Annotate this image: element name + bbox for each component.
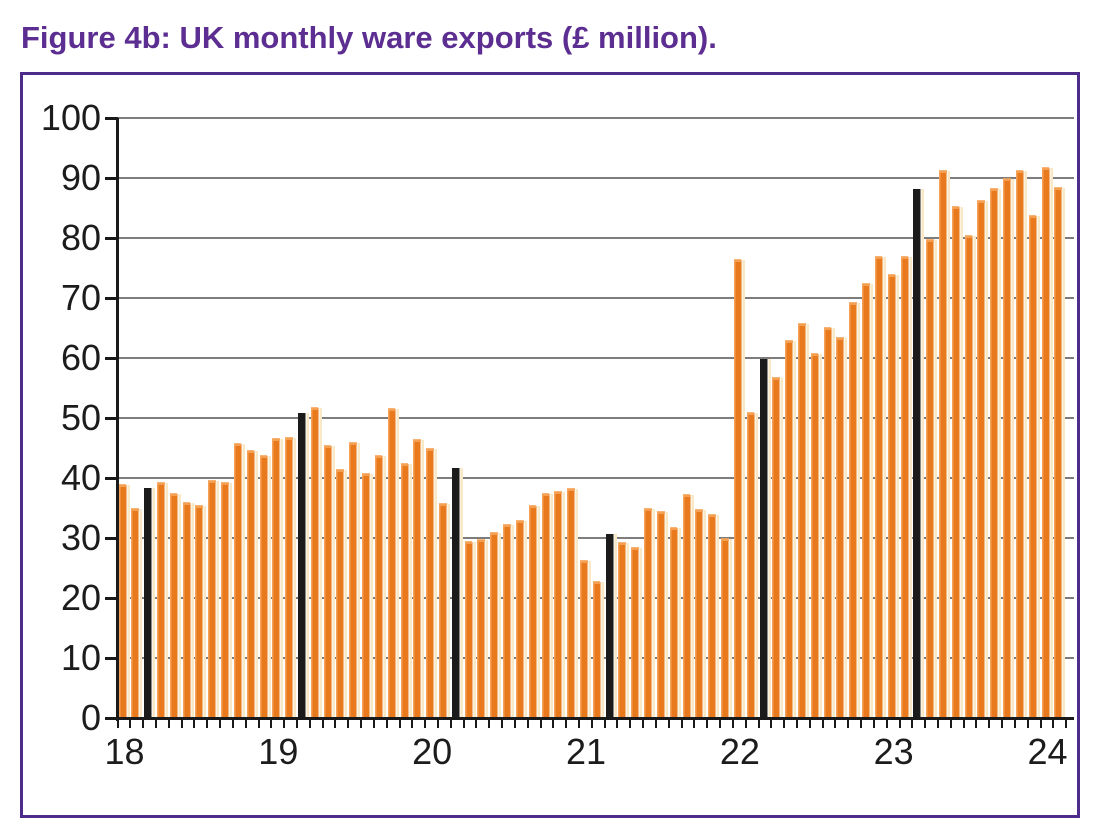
bar-2022-06	[797, 323, 809, 718]
bar-2021-08	[669, 527, 681, 718]
bar-2022-10	[849, 302, 861, 718]
bar-2023-10	[1003, 178, 1015, 718]
bar-2022-01	[733, 259, 745, 718]
bar-2021-06	[644, 508, 656, 718]
bar-2022-12	[874, 255, 886, 718]
bar-2020-09	[528, 504, 540, 718]
bar-2021-04	[618, 542, 630, 718]
bar-2019-05	[323, 445, 335, 718]
bar-2020-12	[567, 487, 579, 718]
bar-2018-06	[182, 502, 194, 718]
bar-2018-05	[169, 493, 181, 718]
bar-2021-02	[592, 581, 604, 718]
bar-2020-01	[426, 447, 438, 718]
bar-2019-03	[297, 413, 309, 718]
plot-area	[117, 118, 1074, 718]
bar-2023-07	[964, 234, 976, 718]
bar-2018-04	[156, 481, 168, 718]
bar-2021-05	[631, 547, 643, 718]
bar-2018-01	[118, 483, 130, 718]
bar-2019-10	[387, 408, 399, 718]
bar-2022-03	[759, 359, 771, 718]
bar-2023-04	[926, 238, 938, 718]
bar-2020-10	[541, 493, 553, 718]
bar-2020-06	[490, 532, 502, 718]
bar-2023-11	[1015, 169, 1027, 718]
bar-2020-08	[515, 520, 527, 718]
bar-2022-08	[823, 327, 835, 718]
bar-2020-03	[451, 468, 463, 718]
bar-2023-06	[951, 206, 963, 718]
bar-2021-09	[682, 494, 694, 718]
bar-2020-05	[477, 538, 489, 718]
bar-2021-12	[721, 537, 733, 718]
bar-2018-02	[131, 508, 143, 718]
bar-2019-07	[349, 442, 361, 718]
bar-2019-06	[336, 469, 348, 718]
bar-2019-11	[400, 463, 412, 718]
bar-2023-03	[913, 188, 925, 718]
bar-2019-04	[310, 406, 322, 718]
bar-2022-09	[836, 336, 848, 718]
bar-2019-09	[374, 454, 386, 718]
bar-2020-04	[464, 541, 476, 718]
bar-2022-05	[785, 340, 797, 718]
bar-2023-08	[977, 200, 989, 718]
bar-2020-07	[503, 523, 515, 718]
bar-2023-05	[938, 169, 950, 718]
bar-2023-12	[1028, 215, 1040, 718]
chart-title: Figure 4b: UK monthly ware exports (£ mi…	[21, 20, 717, 55]
bar-2022-04	[772, 377, 784, 718]
bar-2020-02	[439, 503, 450, 718]
bar-2021-07	[656, 511, 668, 718]
bar-2018-10	[233, 443, 245, 718]
bar-2019-08	[362, 473, 374, 718]
bar-2023-02	[900, 256, 912, 718]
bar-2018-12	[259, 454, 271, 718]
bar-2018-08	[208, 480, 220, 718]
bar-2021-03	[605, 533, 617, 718]
bar-2023-01	[887, 273, 899, 718]
bar-2019-12	[413, 439, 425, 718]
bar-2021-01	[580, 560, 592, 718]
bar-2019-01	[272, 438, 284, 718]
bar-2022-11	[862, 283, 874, 718]
bar-2023-09	[990, 188, 1002, 718]
bar-2022-02	[746, 412, 758, 718]
bar-2020-11	[554, 490, 566, 718]
bar-2022-07	[810, 352, 822, 718]
bar-2021-10	[695, 508, 707, 718]
bar-2019-02	[285, 436, 297, 718]
bar-2018-11	[246, 450, 258, 718]
bar-2018-07	[195, 504, 207, 718]
bar-2024-02	[1054, 187, 1066, 718]
bar-2024-01	[1041, 166, 1053, 718]
bar-2018-09	[221, 482, 233, 718]
bar-2021-11	[708, 514, 720, 718]
bar-2018-03	[144, 487, 156, 718]
